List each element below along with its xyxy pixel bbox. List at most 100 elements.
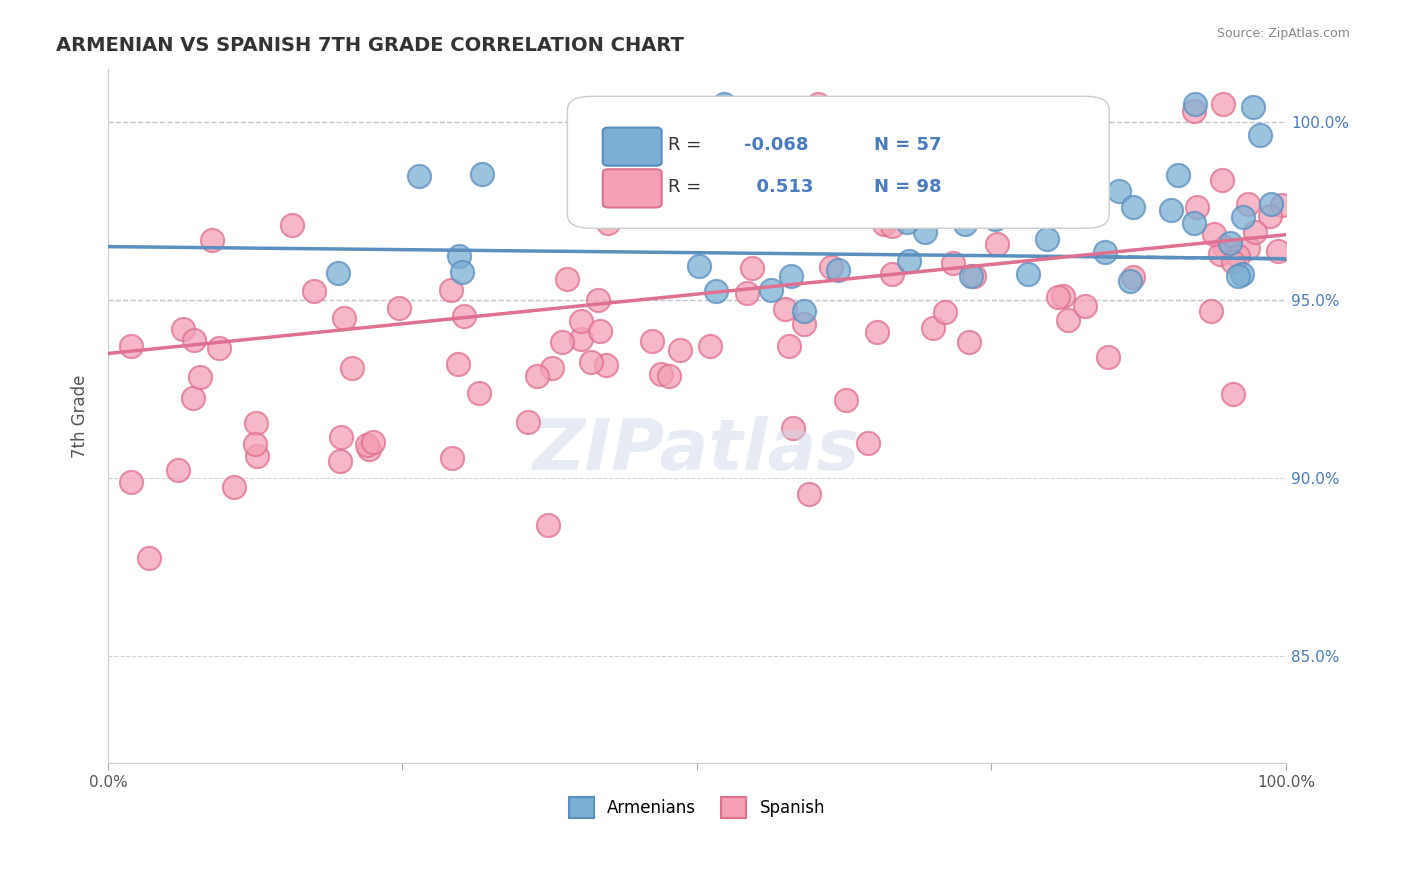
Point — [408, 169, 430, 183]
Legend: Armenians, Spanish: Armenians, Spanish — [562, 790, 832, 824]
Point — [1017, 267, 1039, 281]
Point — [329, 454, 352, 468]
Point — [942, 256, 965, 270]
Point — [1160, 202, 1182, 217]
Point — [359, 442, 381, 457]
Point — [957, 335, 980, 350]
Point — [1212, 97, 1234, 112]
Point — [329, 430, 352, 444]
Point — [188, 370, 211, 384]
Point — [1185, 200, 1208, 214]
Text: 0.513: 0.513 — [744, 178, 814, 195]
Point — [1260, 197, 1282, 211]
Point — [1211, 172, 1233, 186]
Point — [820, 260, 842, 274]
Point — [880, 267, 903, 281]
Point — [1182, 104, 1205, 119]
Point — [782, 420, 804, 434]
Point — [516, 415, 538, 429]
Point — [1244, 225, 1267, 239]
Point — [1222, 255, 1244, 269]
Point — [650, 367, 672, 381]
Point — [138, 550, 160, 565]
Point — [883, 169, 905, 184]
Point — [1241, 99, 1264, 113]
Point — [669, 343, 692, 357]
Point — [787, 137, 810, 152]
Point — [342, 360, 364, 375]
Point — [120, 475, 142, 490]
Point — [806, 97, 828, 112]
Point — [756, 186, 779, 201]
Point — [440, 283, 463, 297]
Point — [246, 449, 269, 463]
Point — [880, 219, 903, 233]
Point — [1019, 161, 1042, 176]
Point — [1074, 299, 1097, 313]
Point — [1118, 274, 1140, 288]
Point — [596, 216, 619, 230]
Point — [688, 259, 710, 273]
Point — [571, 314, 593, 328]
Point — [793, 304, 815, 318]
Point — [1067, 185, 1090, 199]
Point — [778, 339, 800, 353]
Point — [914, 225, 936, 239]
Point — [526, 369, 548, 384]
Point — [581, 354, 603, 368]
Point — [924, 189, 946, 203]
Point — [183, 334, 205, 348]
Point — [658, 369, 681, 384]
Point — [953, 217, 976, 231]
Point — [172, 322, 194, 336]
Point — [1167, 169, 1189, 183]
Point — [959, 269, 981, 284]
Point — [641, 334, 664, 348]
Point — [780, 269, 803, 284]
Point — [1209, 247, 1232, 261]
Point — [759, 283, 782, 297]
Point — [835, 392, 858, 407]
Point — [201, 233, 224, 247]
Point — [710, 174, 733, 188]
Point — [858, 436, 880, 450]
Point — [1201, 304, 1223, 318]
Point — [1063, 187, 1085, 202]
Point — [167, 463, 190, 477]
Point — [908, 156, 931, 170]
Point — [1000, 185, 1022, 199]
Point — [1227, 249, 1250, 263]
Point — [245, 416, 267, 430]
Point — [896, 215, 918, 229]
Point — [682, 182, 704, 196]
Point — [686, 185, 709, 199]
Point — [986, 236, 1008, 251]
Point — [1258, 209, 1281, 223]
Point — [183, 391, 205, 405]
Point — [713, 186, 735, 200]
Point — [1232, 210, 1254, 224]
Point — [963, 269, 986, 284]
Point — [1084, 180, 1107, 194]
Point — [1184, 97, 1206, 112]
Point — [592, 191, 614, 205]
Text: ZIPatlas: ZIPatlas — [533, 416, 860, 485]
Point — [449, 249, 471, 263]
Point — [986, 208, 1008, 222]
Point — [1204, 227, 1226, 241]
Point — [388, 301, 411, 315]
Point — [1008, 146, 1031, 161]
Point — [471, 167, 494, 181]
Text: R =: R = — [668, 136, 707, 154]
Point — [1249, 128, 1271, 143]
Point — [1094, 245, 1116, 260]
Point — [1184, 216, 1206, 230]
Point — [1011, 140, 1033, 154]
Point — [699, 339, 721, 353]
Point — [1219, 236, 1241, 251]
Point — [333, 311, 356, 326]
Point — [1222, 387, 1244, 401]
Text: ARMENIAN VS SPANISH 7TH GRADE CORRELATION CHART: ARMENIAN VS SPANISH 7TH GRADE CORRELATIO… — [56, 36, 685, 54]
Point — [741, 260, 763, 275]
FancyBboxPatch shape — [603, 169, 662, 208]
